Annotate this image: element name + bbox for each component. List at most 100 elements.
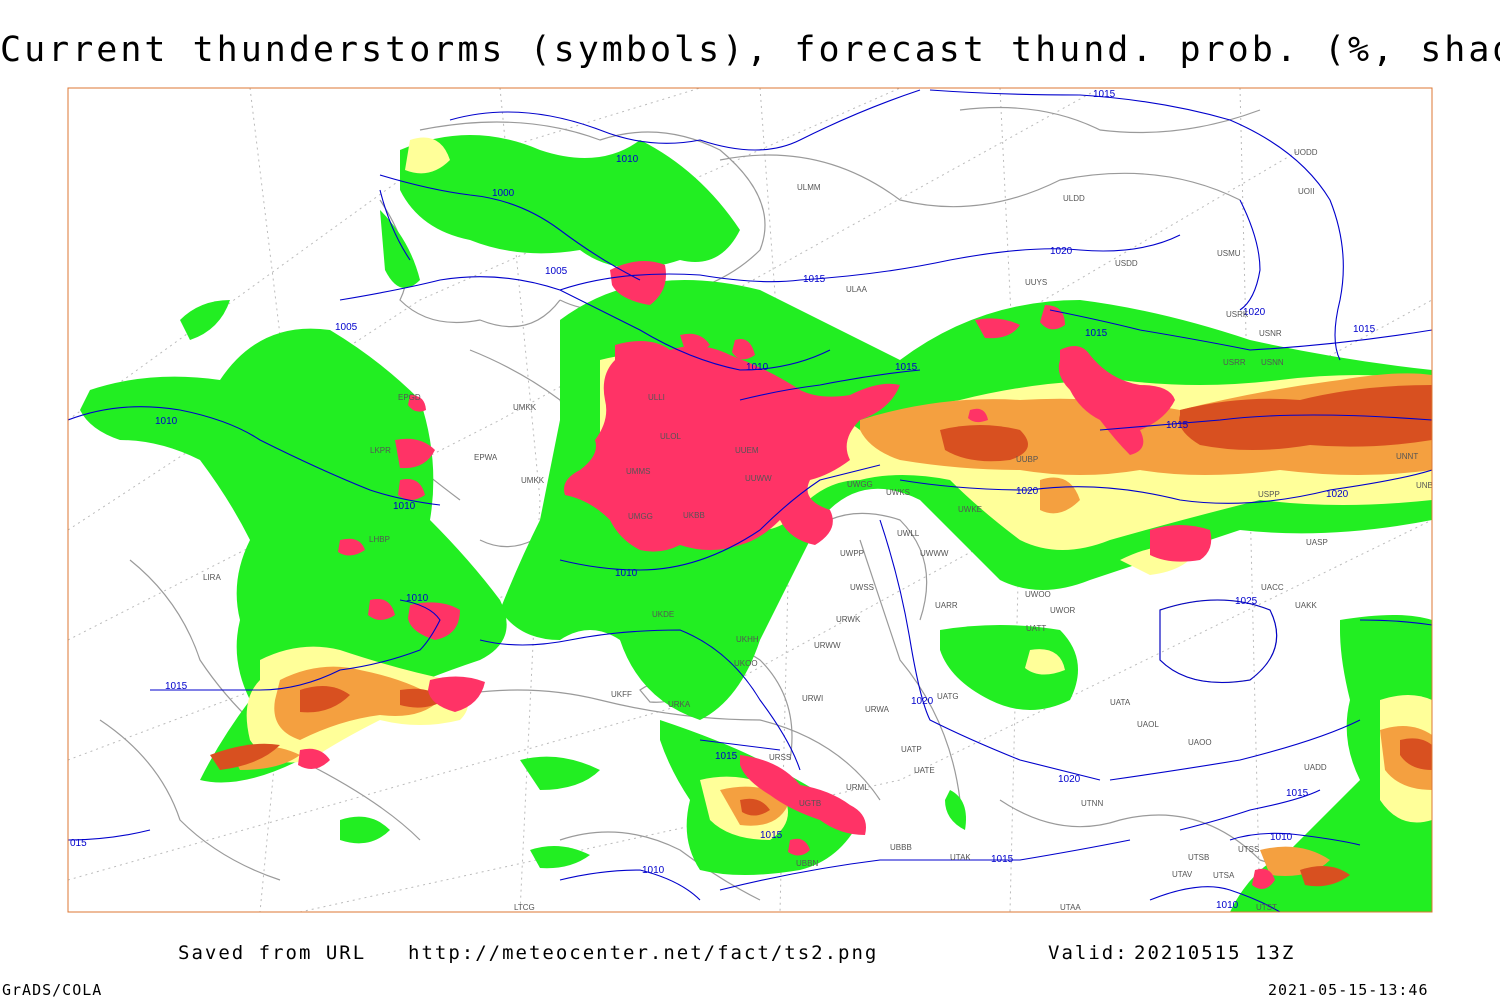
isobar-label: 1015 xyxy=(991,854,1014,865)
station-label: USMU xyxy=(1217,249,1241,258)
station-label: UTNN xyxy=(1081,799,1103,808)
station-label: UATE xyxy=(914,766,935,775)
station-label: UWOO xyxy=(1025,590,1051,599)
software-label: GrADS/COLA xyxy=(2,981,103,999)
isobar-label: 1015 xyxy=(715,751,738,762)
isobar-labels: 1015 1010 1000 1005 1015 1020 1020 1015 … xyxy=(70,89,1376,911)
station-label: URSS xyxy=(769,753,791,762)
station-label: USNN xyxy=(1261,358,1284,367)
isobar-label: 1015 xyxy=(803,274,826,285)
station-label: UADD xyxy=(1304,763,1327,772)
station-label: UTSS xyxy=(1238,845,1259,854)
station-label: UAOL xyxy=(1137,720,1159,729)
isobar-label: 1015 xyxy=(165,681,188,692)
station-label: UATA xyxy=(1110,698,1131,707)
station-label: UTST xyxy=(1256,903,1277,912)
station-label: UGTB xyxy=(799,799,821,808)
station-label: UNBB xyxy=(1416,481,1438,490)
isobar-label: 1010 xyxy=(615,568,638,579)
station-label: UWSS xyxy=(850,583,874,592)
station-label: UUEM xyxy=(735,446,759,455)
station-label: UWGG xyxy=(847,480,873,489)
station-labels: UODD UOII ULDD USMU USDD UUYS USRK USNR … xyxy=(203,148,1438,912)
station-label: UODD xyxy=(1294,148,1318,157)
isobar-label: 015 xyxy=(70,838,87,849)
station-label: UKHH xyxy=(736,635,759,644)
station-label: UKFF xyxy=(611,690,632,699)
station-label: URWI xyxy=(802,694,823,703)
prob-high-areas xyxy=(210,385,1432,887)
valid-time: 20210515 13Z xyxy=(1134,942,1296,964)
station-label: ULAA xyxy=(846,285,868,294)
station-label: URWA xyxy=(865,705,890,714)
station-label: UAKK xyxy=(1295,601,1317,610)
isobar-label: 1020 xyxy=(1243,307,1266,318)
isobar-label: 1015 xyxy=(895,362,918,373)
station-label: URKA xyxy=(668,700,691,709)
isobar-label: 1010 xyxy=(393,501,416,512)
isobar-label: 1000 xyxy=(492,188,515,199)
station-label: UACC xyxy=(1261,583,1284,592)
source-label: Saved from URL xyxy=(178,942,367,964)
isobar-label: 1015 xyxy=(1085,328,1108,339)
station-label: ULOL xyxy=(660,432,681,441)
station-label: USRK xyxy=(1226,310,1249,319)
station-label: UARR xyxy=(935,601,958,610)
station-label: ULMM xyxy=(797,183,821,192)
valid-label: Valid: xyxy=(1048,942,1129,964)
isobar-label: 1020 xyxy=(1326,489,1349,500)
station-label: LHBP xyxy=(369,535,390,544)
isobar-label: 1025 xyxy=(1235,596,1258,607)
station-label: UWPP xyxy=(840,549,864,558)
isobars xyxy=(68,89,1432,912)
isobar-label: 1010 xyxy=(616,154,639,165)
station-label: ULLI xyxy=(648,393,665,402)
station-label: URML xyxy=(846,783,869,792)
station-label: UWKE xyxy=(958,505,982,514)
station-label: UBBB xyxy=(890,843,912,852)
station-label: UWOR xyxy=(1050,606,1076,615)
station-label: ULDD xyxy=(1063,194,1085,203)
station-label: UTSB xyxy=(1188,853,1209,862)
station-label: USDD xyxy=(1115,259,1138,268)
isobar-label: 1010 xyxy=(406,593,429,604)
station-label: USNR xyxy=(1259,329,1282,338)
isobar-label: 1020 xyxy=(1058,774,1081,785)
isobar-label: 1015 xyxy=(1353,324,1376,335)
station-label: UUYS xyxy=(1025,278,1047,287)
station-label: UATP xyxy=(901,745,922,754)
isobar-label: 1010 xyxy=(155,416,178,427)
station-label: USRR xyxy=(1223,358,1246,367)
isobar-label: 1005 xyxy=(335,322,358,333)
station-label: EPGD xyxy=(398,393,421,402)
isobar-label: 1015 xyxy=(1093,89,1116,100)
station-label: UWKS xyxy=(886,488,910,497)
isobar-label: 1005 xyxy=(545,266,568,277)
station-label: UASP xyxy=(1306,538,1328,547)
station-label: EPWA xyxy=(474,453,498,462)
map-frame xyxy=(67,87,1433,913)
station-label: LIRA xyxy=(203,573,221,582)
station-label: UWWW xyxy=(920,549,949,558)
station-label: LKPR xyxy=(370,446,391,455)
station-label: USPP xyxy=(1258,490,1280,499)
isobar-label: 1015 xyxy=(760,830,783,841)
station-label: UWLL xyxy=(897,529,920,538)
source-url-link[interactable]: http://meteocenter.net/fact/ts2.png xyxy=(408,942,879,964)
isobar-label: 1020 xyxy=(1016,486,1039,497)
timestamp-label: 2021-05-15-13:46 xyxy=(1268,981,1429,999)
station-label: URWK xyxy=(836,615,861,624)
station-label: UMMS xyxy=(626,467,650,476)
storm-symbol-areas xyxy=(298,261,1275,889)
isobar-label: 1015 xyxy=(1286,788,1309,799)
station-label: UAOO xyxy=(1188,738,1212,747)
isobar-label: 1020 xyxy=(1050,246,1073,257)
station-label: UMKK xyxy=(513,403,537,412)
station-label: UKBB xyxy=(683,511,705,520)
station-label: UMGG xyxy=(628,512,653,521)
station-label: UATG xyxy=(937,692,959,701)
station-label: UBBN xyxy=(796,859,818,868)
station-label: UTAA xyxy=(1060,903,1081,912)
isobar-label: 1020 xyxy=(911,696,934,707)
